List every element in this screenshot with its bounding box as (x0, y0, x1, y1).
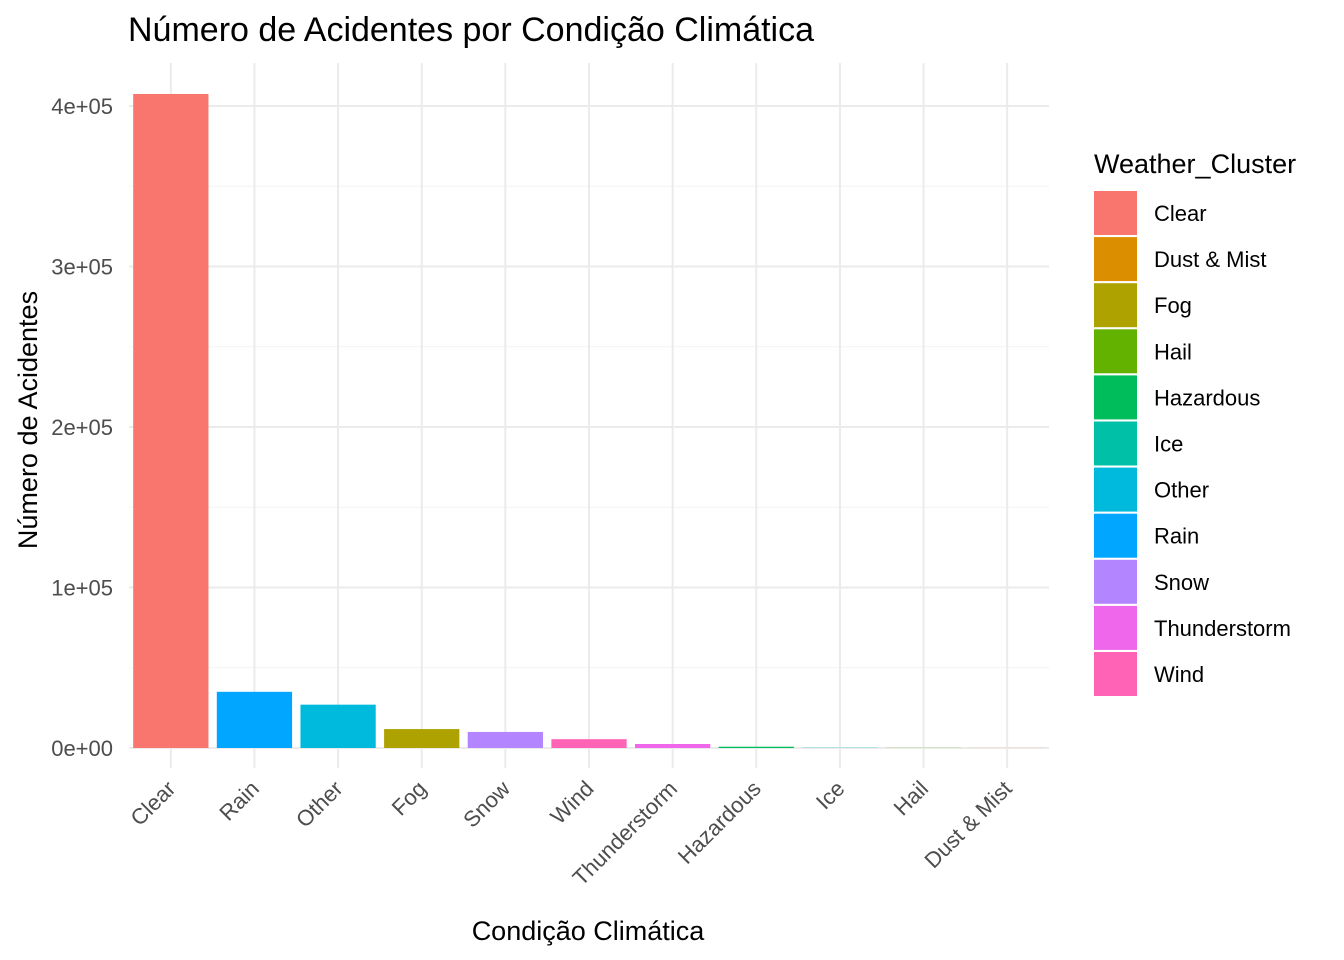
legend-label: Hazardous (1154, 385, 1260, 410)
y-tick-label: 3e+05 (51, 255, 113, 280)
bar-fog (384, 729, 460, 748)
chart-title: Número de Acidentes por Condição Climáti… (128, 11, 814, 49)
legend-key-thunderstorm (1094, 605, 1137, 650)
bar-hazardous (718, 746, 794, 748)
legend-label: Ice (1154, 432, 1183, 457)
x-tick-label: Snow (458, 776, 515, 833)
bar-other (300, 704, 376, 748)
bar-clear (133, 93, 209, 748)
legend-label: Dust & Mist (1154, 247, 1266, 272)
x-axis-ticks: Clear Rain Other Fog Snow WindThunderstormHaz… (125, 776, 1016, 891)
legend-key-rain (1094, 513, 1137, 558)
legend-label: Fog (1154, 293, 1192, 318)
y-axis-ticks: 0e+00 1e+05 2e+05 3e+05 4e+05 (51, 94, 113, 761)
legend-label: Rain (1154, 524, 1199, 549)
x-tick-label: Dust & Mist (920, 776, 1017, 873)
legend-label: Thunderstorm (1154, 616, 1291, 641)
y-tick-label: 4e+05 (51, 94, 113, 119)
bars (133, 93, 1045, 748)
legend-title: Weather_Cluster (1094, 149, 1296, 179)
legend-label: Clear (1154, 201, 1207, 226)
x-tick-label: Clear (125, 776, 180, 831)
x-tick-label: Fog (387, 776, 431, 820)
legend-key-hazardous (1094, 375, 1137, 420)
legend-key-ice (1094, 421, 1137, 466)
y-tick-label: 1e+05 (51, 576, 113, 601)
legend-label: Wind (1154, 662, 1204, 687)
legend-key-other (1094, 467, 1137, 512)
legend-label: Hail (1154, 339, 1192, 364)
bar-snow (467, 731, 543, 748)
legend-key-clear (1094, 191, 1137, 235)
legend-key-hail (1094, 329, 1137, 374)
x-axis-title: Condição Climática (472, 916, 706, 946)
x-tick-label: Ice (811, 776, 849, 814)
legend-key-snow (1094, 559, 1137, 604)
legend-key-fog (1094, 283, 1137, 328)
x-tick-label: Hazardous (673, 776, 766, 869)
legend-label: Snow (1154, 570, 1209, 595)
x-tick-label: Rain (214, 776, 264, 826)
legend-label: Other (1154, 478, 1209, 503)
x-tick-label: Other (291, 776, 348, 833)
legend-key-dust-mist (1094, 237, 1137, 282)
bar-thunderstorm (635, 743, 711, 748)
y-axis-title: Número de Acidentes (13, 291, 43, 549)
legend: Weather_Cluster Clear Dust & Mist Fog Hail H… (1094, 149, 1296, 696)
y-tick-label: 0e+00 (51, 736, 113, 761)
legend-key-wind (1094, 652, 1137, 696)
bar-wind (551, 739, 627, 748)
gridlines (129, 63, 1049, 768)
x-tick-label: Wind (545, 776, 598, 829)
bar-rain (216, 691, 293, 748)
x-tick-label: Hail (889, 776, 933, 820)
y-tick-label: 2e+05 (51, 415, 113, 440)
